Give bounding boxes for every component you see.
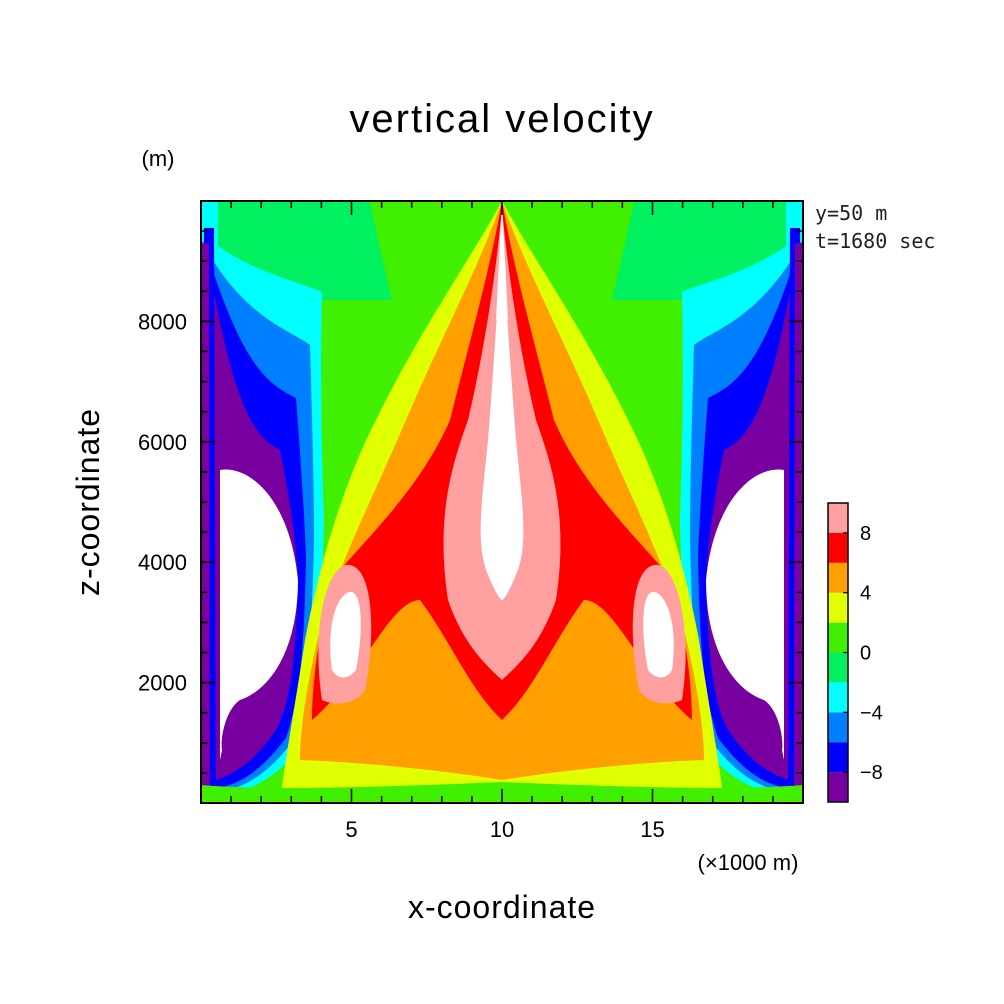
- x-tick-label: 5: [345, 817, 357, 842]
- colorbar-tick-label: 8: [860, 523, 871, 545]
- colorbar-tick-label: 0: [860, 643, 871, 665]
- colorbar-swatch: [828, 712, 848, 743]
- colorbar-swatch: [828, 742, 848, 773]
- colorbar-swatch: [828, 652, 848, 683]
- y-tick-label: 2000: [138, 671, 187, 696]
- colorbar-swatch: [828, 622, 848, 653]
- colorbar-tick-label: −8: [860, 762, 883, 784]
- colorbar-tick-label: −4: [860, 702, 883, 724]
- y-tick-label: 4000: [138, 550, 187, 575]
- colorbar-swatch: [828, 592, 848, 623]
- chart-title: vertical velocity: [349, 97, 654, 141]
- annotation-time: t=1680 sec: [815, 229, 935, 253]
- annotation-y: y=50 m: [815, 201, 887, 225]
- colorbar-tick-label: 4: [860, 583, 871, 605]
- x-tick-label: 10: [490, 817, 514, 842]
- x-axis-unit: (×1000 m): [698, 850, 799, 875]
- x-axis-title: x-coordinate: [408, 889, 596, 925]
- y-tick-label: 8000: [138, 309, 187, 334]
- axis-ticks: 5 10 15 2000 4000 6000 8000: [138, 201, 803, 842]
- colorbar-swatch: [828, 532, 848, 563]
- x-tick-label: 15: [640, 817, 664, 842]
- y-axis-unit: (m): [142, 146, 175, 171]
- colorbar-swatch: [828, 682, 848, 713]
- y-axis-title: z-coordinate: [70, 408, 106, 596]
- colorbar: 8 4 0 −4 −8: [827, 502, 883, 803]
- velocity-contour-field: [201, 201, 803, 803]
- colorbar-swatch: [828, 772, 848, 802]
- colorbar-swatch: [828, 503, 848, 533]
- colorbar-swatch: [828, 562, 848, 593]
- y-tick-label: 6000: [138, 430, 187, 455]
